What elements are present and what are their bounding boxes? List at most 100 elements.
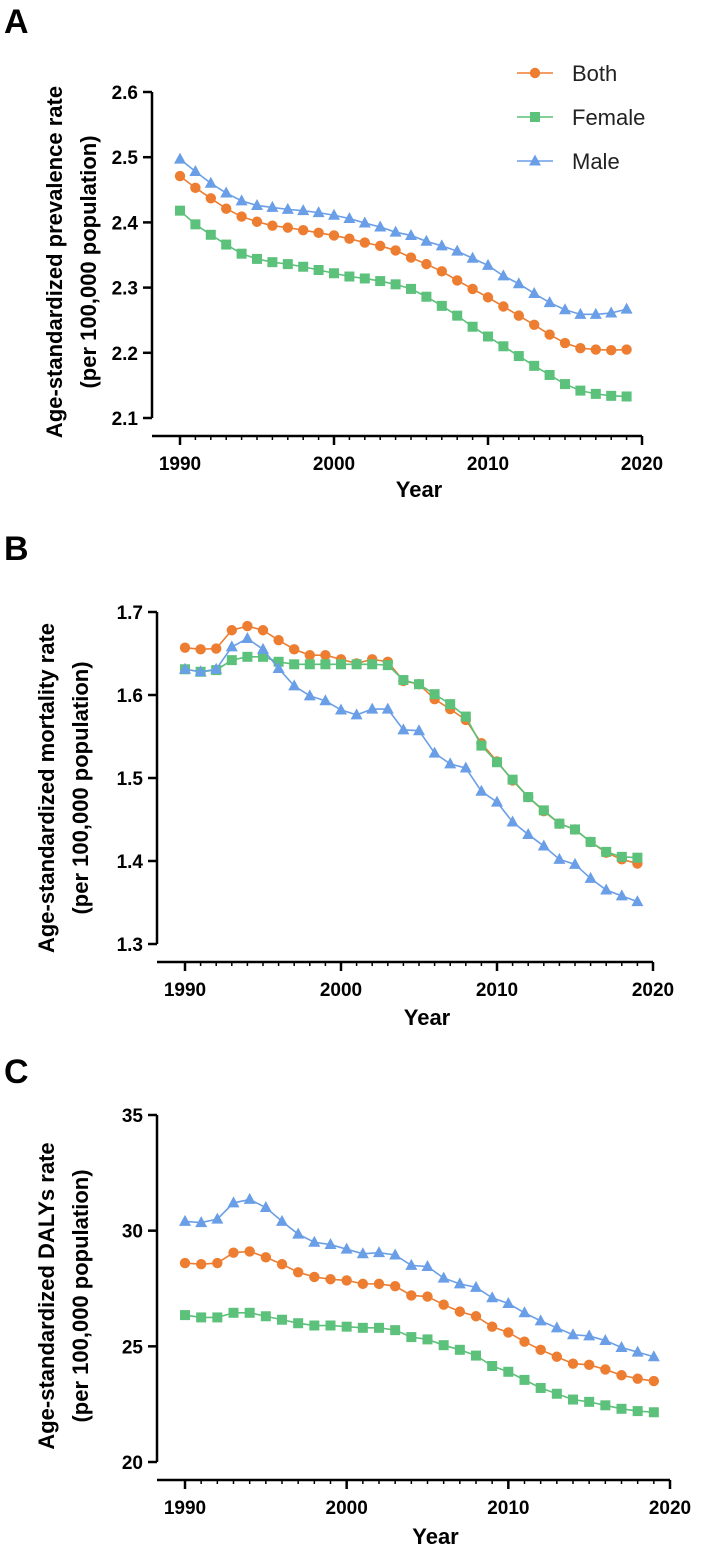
y-tick-label: 2.2 xyxy=(112,344,138,365)
data-point xyxy=(503,1366,514,1377)
data-point xyxy=(535,1382,546,1393)
data-point xyxy=(648,1375,660,1387)
data-point xyxy=(422,1291,433,1302)
x-tick-label: 2020 xyxy=(649,1498,691,1519)
x-tick-label: 2020 xyxy=(621,454,663,475)
y-tick-label: 1.4 xyxy=(117,852,144,873)
data-point xyxy=(590,388,601,399)
data-point xyxy=(459,761,472,773)
data-point xyxy=(453,1277,466,1289)
y-axis-title: Age-standardized mortality rate xyxy=(34,623,59,953)
x-tick-label: 2000 xyxy=(313,454,355,475)
data-point xyxy=(258,651,268,662)
data-point xyxy=(373,1246,385,1258)
data-point xyxy=(366,702,379,714)
y-tick-label: 1.7 xyxy=(117,603,143,624)
data-point xyxy=(267,220,278,231)
data-point xyxy=(277,1314,287,1325)
legend-marker xyxy=(530,112,540,122)
data-point xyxy=(583,1359,595,1371)
data-point xyxy=(281,202,294,214)
data-point xyxy=(486,1291,499,1303)
data-point xyxy=(467,321,478,332)
series-female xyxy=(180,651,643,863)
data-point xyxy=(422,1334,433,1345)
data-point xyxy=(606,344,617,356)
data-point xyxy=(632,852,643,863)
data-point xyxy=(397,723,410,735)
data-point xyxy=(631,1345,644,1357)
data-point xyxy=(600,883,613,895)
data-point xyxy=(374,220,387,232)
data-point xyxy=(359,273,370,284)
data-point xyxy=(589,307,602,319)
data-point xyxy=(309,1320,320,1331)
data-point xyxy=(406,283,416,294)
data-point xyxy=(406,1290,417,1301)
data-point xyxy=(196,1312,207,1323)
x-tick-label: 1990 xyxy=(164,980,206,1001)
data-point xyxy=(390,279,401,290)
data-point xyxy=(444,757,457,769)
x-tick-label: 2000 xyxy=(320,980,362,1001)
data-point xyxy=(227,1196,240,1208)
data-point xyxy=(534,1314,547,1326)
data-point xyxy=(498,341,509,352)
data-point xyxy=(328,208,340,220)
data-point xyxy=(297,204,310,216)
data-point xyxy=(632,1373,643,1384)
data-point xyxy=(236,248,247,259)
data-point xyxy=(293,1318,304,1329)
data-point xyxy=(451,244,464,256)
data-point xyxy=(460,711,471,722)
legend: Both Female Male xyxy=(517,61,645,174)
data-point xyxy=(615,1340,628,1352)
x-tick-label: 2010 xyxy=(467,454,509,475)
data-point xyxy=(522,827,535,839)
data-point xyxy=(544,329,555,340)
data-point xyxy=(389,225,402,237)
series-line-female xyxy=(179,210,627,398)
data-point xyxy=(175,205,185,216)
x-tick-label: 2010 xyxy=(476,980,518,1001)
data-point xyxy=(551,1388,562,1399)
data-point xyxy=(194,665,207,677)
data-point xyxy=(174,152,186,164)
data-point xyxy=(429,689,440,700)
data-point xyxy=(551,1351,563,1362)
data-point xyxy=(313,264,324,275)
data-point xyxy=(319,694,332,706)
x-tick-label: 1990 xyxy=(159,454,201,475)
x-tick-label: 2000 xyxy=(326,1498,368,1519)
data-point xyxy=(381,702,394,714)
panel-letter: B xyxy=(4,530,29,568)
data-point xyxy=(631,895,644,907)
series-line-female xyxy=(184,656,638,859)
y-tick-label: 35 xyxy=(122,1106,144,1127)
data-point xyxy=(325,1274,336,1285)
series-line-male xyxy=(184,1198,655,1358)
data-point xyxy=(420,234,433,246)
data-point xyxy=(390,1325,401,1336)
data-point xyxy=(292,1227,305,1239)
data-point xyxy=(320,649,331,661)
data-point xyxy=(567,1328,579,1340)
data-point xyxy=(325,1320,336,1331)
data-point xyxy=(466,251,479,263)
y-axis-subtitle: (per 100,000 population) xyxy=(68,1169,93,1422)
data-point xyxy=(375,276,386,287)
y-tick-label: 2.5 xyxy=(112,148,139,169)
data-point xyxy=(252,253,262,264)
data-point xyxy=(467,283,478,295)
data-point xyxy=(389,1280,401,1292)
legend-marker xyxy=(529,67,541,79)
data-point xyxy=(568,1394,578,1405)
data-point xyxy=(374,1322,384,1333)
x-tick-label: 2010 xyxy=(487,1498,529,1519)
data-point xyxy=(309,1271,320,1283)
data-point xyxy=(382,660,393,671)
data-point xyxy=(436,266,447,277)
data-point xyxy=(471,1350,481,1361)
data-point xyxy=(190,182,201,194)
data-point xyxy=(221,239,232,250)
